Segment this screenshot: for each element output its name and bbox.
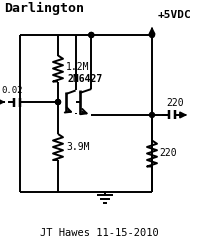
Text: 2N6427: 2N6427 xyxy=(68,74,103,84)
Circle shape xyxy=(56,100,61,104)
Text: Darlington: Darlington xyxy=(4,2,84,15)
Text: 1.2M: 1.2M xyxy=(66,62,89,72)
Text: JT Hawes 11-15-2010: JT Hawes 11-15-2010 xyxy=(40,228,158,238)
Circle shape xyxy=(89,32,94,38)
Text: 220: 220 xyxy=(159,148,177,158)
Circle shape xyxy=(150,112,155,117)
Text: 220: 220 xyxy=(166,98,184,108)
Text: 3.9M: 3.9M xyxy=(66,142,89,152)
Text: +5VDC: +5VDC xyxy=(158,10,192,20)
Circle shape xyxy=(56,100,61,104)
Circle shape xyxy=(89,32,94,38)
Text: 0.02: 0.02 xyxy=(1,86,23,95)
Circle shape xyxy=(150,32,155,38)
